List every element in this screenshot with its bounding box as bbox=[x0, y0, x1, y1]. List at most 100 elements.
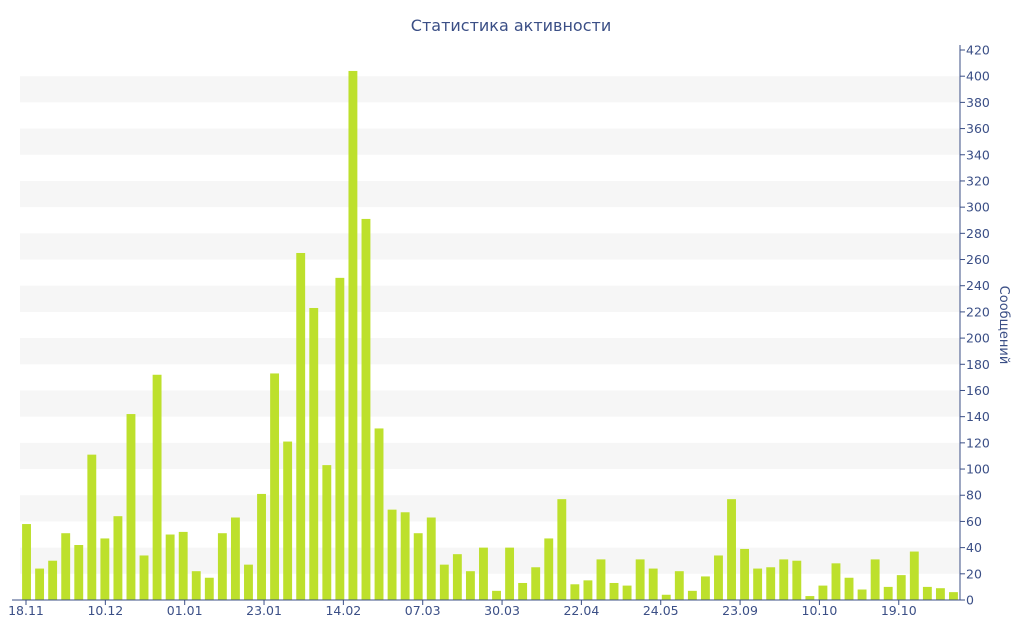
bar bbox=[870, 559, 880, 600]
bar bbox=[413, 533, 423, 600]
bar bbox=[505, 547, 515, 600]
y-tick-label: 280 bbox=[966, 226, 990, 241]
bar bbox=[257, 493, 266, 600]
bar bbox=[596, 559, 606, 600]
y-tick-label: 380 bbox=[966, 95, 990, 110]
y-tick-label: 120 bbox=[966, 435, 990, 450]
bar bbox=[139, 555, 149, 600]
bar bbox=[818, 585, 828, 600]
bar bbox=[465, 571, 475, 600]
bar-series bbox=[22, 70, 958, 601]
grid-band bbox=[20, 338, 960, 365]
y-tick-label: 40 bbox=[966, 540, 982, 555]
y-tick-label: 0 bbox=[966, 593, 974, 608]
x-tick-label: 23.01 bbox=[246, 603, 282, 618]
bar bbox=[805, 596, 815, 600]
y-tick-label: 420 bbox=[966, 43, 990, 58]
y-tick-label: 100 bbox=[966, 462, 990, 477]
bar bbox=[87, 454, 97, 600]
grid-band bbox=[20, 76, 960, 103]
y-tick-label: 260 bbox=[966, 252, 990, 267]
bar bbox=[661, 594, 671, 600]
bar bbox=[322, 465, 332, 600]
bar bbox=[270, 373, 280, 600]
x-tick-label: 14.02 bbox=[325, 603, 361, 618]
grid-band bbox=[20, 547, 960, 574]
x-tick-label: 01.01 bbox=[167, 603, 203, 618]
bar bbox=[740, 548, 750, 600]
y-tick-label: 340 bbox=[966, 147, 990, 162]
x-tick-label: 10.12 bbox=[87, 603, 123, 618]
grid-band bbox=[20, 233, 960, 260]
bar bbox=[204, 577, 214, 600]
bar bbox=[557, 499, 567, 600]
x-tick-label: 30.03 bbox=[484, 603, 520, 618]
bar bbox=[100, 538, 110, 600]
bar bbox=[583, 580, 593, 600]
bar bbox=[126, 414, 136, 600]
bar bbox=[191, 571, 201, 600]
y-tick-label: 200 bbox=[966, 331, 990, 346]
bar bbox=[283, 441, 293, 600]
bar bbox=[426, 517, 436, 600]
bar bbox=[831, 563, 841, 600]
bar bbox=[165, 534, 175, 600]
bar bbox=[296, 252, 306, 601]
bar bbox=[896, 575, 906, 600]
grid-band bbox=[20, 442, 960, 470]
bar bbox=[687, 590, 697, 600]
bar bbox=[544, 538, 554, 600]
x-tick-label: 18.11 bbox=[8, 603, 44, 618]
y-tick-label: 320 bbox=[966, 173, 990, 188]
bar bbox=[518, 582, 528, 600]
bar bbox=[766, 567, 776, 600]
x-tick-label: 23.09 bbox=[722, 603, 758, 618]
bar bbox=[635, 559, 645, 600]
x-tick-label: 07.03 bbox=[405, 603, 441, 618]
bar bbox=[949, 592, 958, 600]
grid-band bbox=[20, 390, 960, 417]
x-tick-label: 19.10 bbox=[881, 603, 917, 618]
bar bbox=[922, 586, 932, 600]
x-tick-label: 22.04 bbox=[563, 603, 599, 618]
bar bbox=[753, 568, 763, 600]
chart-title: Статистика активности bbox=[411, 16, 611, 35]
bar bbox=[792, 560, 802, 600]
grid-band bbox=[20, 495, 960, 522]
bar bbox=[714, 555, 723, 600]
y-tick-label: 360 bbox=[966, 121, 990, 136]
bar bbox=[648, 568, 658, 600]
bar bbox=[35, 568, 45, 600]
x-tick-label: 10.10 bbox=[802, 603, 838, 618]
bar bbox=[244, 564, 253, 600]
bar bbox=[609, 582, 619, 600]
bar bbox=[570, 584, 580, 600]
bar bbox=[700, 576, 710, 600]
y-tick-label: 300 bbox=[966, 200, 990, 215]
bar bbox=[74, 545, 84, 600]
bar bbox=[230, 517, 240, 600]
bar bbox=[935, 588, 945, 600]
y-tick-label: 60 bbox=[966, 514, 982, 529]
y-tick-label: 20 bbox=[966, 566, 982, 581]
background-bands bbox=[20, 76, 960, 574]
bar bbox=[674, 571, 684, 600]
y-axis-label: Сообщений bbox=[996, 286, 1011, 365]
y-tick-label: 240 bbox=[966, 278, 990, 293]
grid-band bbox=[20, 128, 960, 155]
bar bbox=[374, 428, 384, 600]
bar bbox=[152, 374, 162, 600]
bar bbox=[361, 218, 371, 600]
y-tick-label: 160 bbox=[966, 383, 990, 398]
bar bbox=[178, 531, 188, 600]
bar bbox=[309, 307, 319, 600]
y-tick-label: 400 bbox=[966, 69, 990, 84]
bar bbox=[22, 524, 31, 600]
bar bbox=[113, 516, 123, 600]
y-tick-label: 80 bbox=[966, 488, 982, 503]
bar bbox=[492, 590, 501, 600]
bar bbox=[622, 585, 632, 600]
bar bbox=[439, 564, 449, 600]
